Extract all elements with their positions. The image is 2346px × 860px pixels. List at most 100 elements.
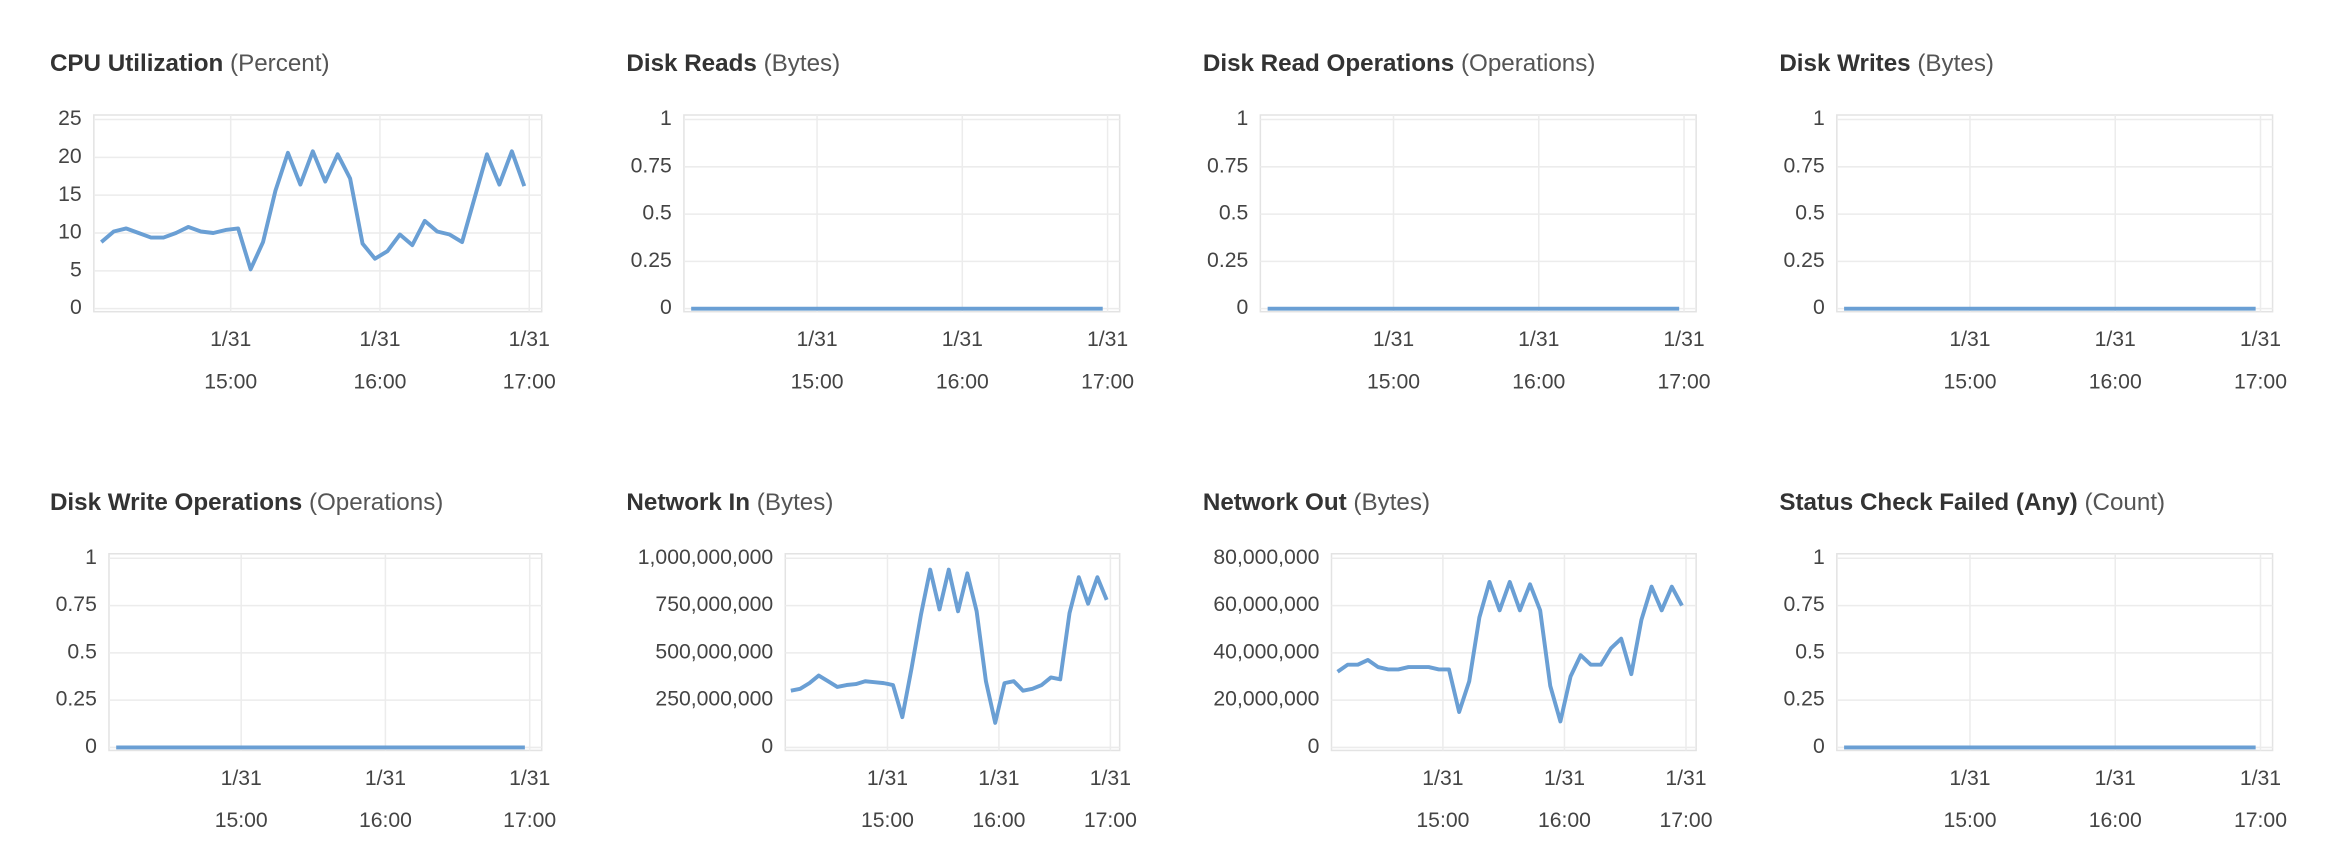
x-tick-label: 16:00 [2089,370,2142,393]
data-line [100,149,527,272]
x-tick-label: 17:00 [2234,370,2287,393]
chart-panel: Disk Reads (Bytes) 0 0.25 0.5 0.75 1 1/31 15:00… [626,50,1134,393]
y-tick-label: 500,000,000 [655,640,773,663]
chart-panel: Network Out (Bytes) 0 20,000,000 40,000,000… [1203,489,1713,832]
x-tick-label: 16:00 [936,370,989,393]
x-tick-label: 1/31 [1949,767,1990,790]
x-tick-label: 1/31 [2240,767,2281,790]
title-name: Disk Reads [626,50,756,77]
chart-title: Status Check Failed (Any) (Count) [1779,489,2165,516]
y-tick-label: 0.5 [642,202,671,225]
y-tick-label: 750,000,000 [655,593,773,616]
x-tick-label: 16:00 [353,370,406,393]
x-tick-label: 1/31 [1544,767,1585,790]
y-tick-label: 0.75 [1784,154,1825,177]
x-tick-label: 17:00 [2234,809,2287,832]
title-unit: (Bytes) [764,50,841,77]
x-tick-label: 17:00 [503,809,556,832]
title-name: Disk Read Operations [1203,50,1454,77]
y-tick-label: 0 [1813,735,1825,758]
x-tick-label: 15:00 [861,809,914,832]
y-tick-label: 250,000,000 [655,688,773,711]
x-tick-label: 15:00 [1367,370,1420,393]
y-tick-label: 0.5 [67,640,96,663]
x-tick-label: 1/31 [1663,328,1704,351]
x-tick-label: 1/31 [221,767,262,790]
y-tick-label: 0 [660,296,672,319]
x-tick-label: 17:00 [1660,809,1713,832]
x-tick-label: 17:00 [1081,370,1134,393]
x-tick-label: 15:00 [204,370,257,393]
y-tick-label: 15 [58,183,82,206]
x-tick-label: 1/31 [942,328,983,351]
y-tick-label: 1 [660,107,672,130]
x-tick-label: 1/31 [509,767,550,790]
y-tick-label: 20 [58,145,82,168]
y-tick-label: 0 [761,735,773,758]
title-unit: (Count) [2084,489,2165,516]
y-tick-label: 1,000,000,000 [638,546,773,569]
y-tick-label: 0.25 [56,688,97,711]
y-tick-label: 0.5 [1795,640,1824,663]
title-name: Network Out [1203,489,1347,516]
chart-title: Network Out (Bytes) [1203,489,1430,516]
y-tick-label: 0.25 [1784,688,1825,711]
y-tick-label: 0.75 [1207,154,1248,177]
y-tick-label: 1 [85,546,97,569]
y-tick-label: 80,000,000 [1213,546,1319,569]
y-tick-label: 0.25 [1784,249,1825,272]
y-tick-label: 5 [70,258,82,281]
x-tick-label: 1/31 [2240,328,2281,351]
x-tick-label: 1/31 [978,767,1019,790]
y-tick-label: 0.5 [1219,202,1248,225]
x-tick-label: 17:00 [1658,370,1711,393]
y-tick-label: 0 [1236,296,1248,319]
x-tick-label: 1/31 [1518,328,1559,351]
chart-title: Disk Write Operations (Operations) [50,489,443,516]
x-tick-label: 16:00 [1512,370,1565,393]
x-tick-label: 16:00 [1538,809,1591,832]
y-tick-label: 25 [58,107,82,130]
x-tick-label: 15:00 [215,809,268,832]
x-tick-label: 1/31 [365,767,406,790]
y-tick-label: 0 [85,735,97,758]
y-tick-label: 0.75 [631,154,672,177]
x-tick-label: 17:00 [503,370,556,393]
x-tick-label: 15:00 [1416,809,1469,832]
title-name: CPU Utilization [50,50,223,77]
chart-panel: CPU Utilization (Percent) 0 5 10 15 20 25 1/31 1… [50,50,556,393]
plot-frame [93,114,543,313]
title-unit: (Operations) [1461,50,1595,77]
y-tick-label: 0 [70,296,82,319]
y-tick-label: 0.25 [1207,249,1248,272]
title-unit: (Percent) [230,50,329,77]
y-tick-label: 0.75 [1784,593,1825,616]
x-tick-label: 1/31 [2095,328,2136,351]
title-name: Status Check Failed (Any) [1779,489,2077,516]
x-tick-label: 16:00 [2089,809,2142,832]
chart-title: Disk Read Operations (Operations) [1203,50,1596,77]
title-unit: (Bytes) [757,489,834,516]
title-unit: (Operations) [309,489,443,516]
x-tick-label: 15:00 [791,370,844,393]
x-tick-label: 1/31 [210,328,251,351]
title-unit: (Bytes) [1353,489,1430,516]
chart-panel: Disk Writes (Bytes) 0 0.25 0.5 0.75 1 1/31 15:0… [1779,50,2287,393]
x-tick-label: 1/31 [509,328,550,351]
chart-title: CPU Utilization (Percent) [50,50,330,77]
y-tick-label: 0.25 [631,249,672,272]
y-tick-label: 20,000,000 [1213,688,1319,711]
y-tick-label: 1 [1236,107,1248,130]
y-tick-label: 40,000,000 [1213,640,1319,663]
x-tick-label: 15:00 [1943,809,1996,832]
y-tick-label: 0.5 [1795,202,1824,225]
y-tick-label: 1 [1813,546,1825,569]
title-name: Disk Writes [1779,50,1910,77]
x-tick-label: 1/31 [359,328,400,351]
y-tick-label: 0.75 [56,593,97,616]
x-tick-label: 1/31 [1665,767,1706,790]
x-tick-label: 15:00 [1943,370,1996,393]
x-tick-label: 1/31 [1949,328,1990,351]
